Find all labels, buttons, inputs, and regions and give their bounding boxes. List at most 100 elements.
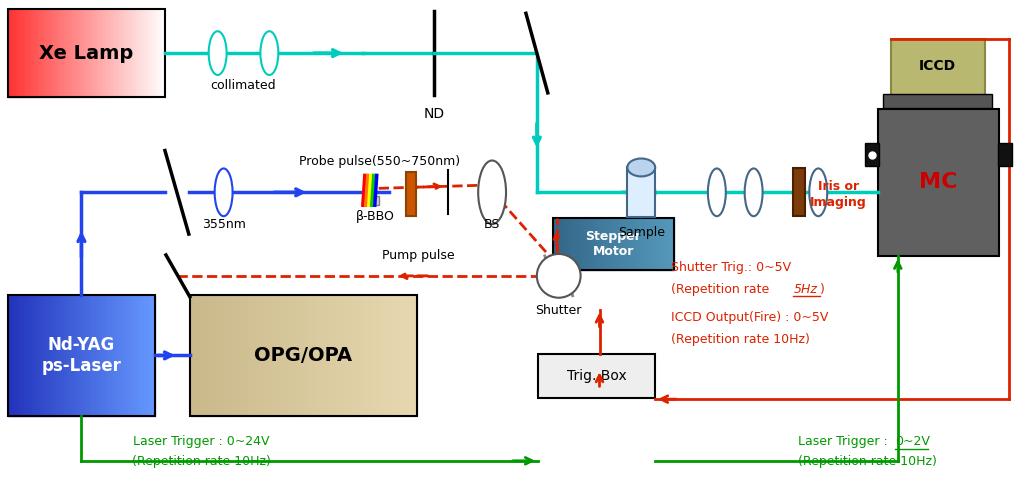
Ellipse shape [809, 168, 827, 216]
Bar [367, 295, 371, 416]
Bar [152, 295, 155, 416]
Bar [672, 218, 675, 270]
Text: Shutter: Shutter [536, 304, 582, 317]
Bar [349, 295, 353, 416]
Bar [22, 295, 25, 416]
Bar [292, 295, 295, 416]
Bar [65, 9, 68, 97]
Bar [159, 9, 162, 97]
Bar [121, 9, 123, 97]
Ellipse shape [208, 31, 227, 75]
Bar [143, 295, 145, 416]
Bar [97, 9, 99, 97]
Bar [273, 295, 277, 416]
Bar [162, 9, 165, 97]
Bar [102, 9, 104, 97]
Bar [107, 9, 110, 97]
Bar [670, 218, 672, 270]
Text: Laser Trigger : 0~24V: Laser Trigger : 0~24V [134, 435, 270, 448]
Bar [112, 9, 115, 97]
Bar [20, 9, 24, 97]
Bar [108, 295, 110, 416]
Bar [152, 9, 154, 97]
Bar [119, 295, 121, 416]
Bar [559, 218, 561, 270]
Bar [8, 295, 155, 416]
Bar [12, 295, 15, 416]
Bar [563, 218, 565, 270]
Bar [145, 295, 147, 416]
Text: Imaging: Imaging [809, 196, 867, 209]
Bar [605, 218, 607, 270]
Bar [201, 295, 205, 416]
Ellipse shape [628, 158, 655, 176]
Bar [37, 9, 39, 97]
Bar [615, 218, 617, 270]
Bar [123, 9, 126, 97]
Bar [599, 218, 601, 270]
Bar [123, 295, 126, 416]
Text: (Repetition rate: (Repetition rate [671, 283, 774, 296]
Text: Sample: Sample [617, 226, 664, 239]
Bar [628, 218, 630, 270]
Bar [42, 295, 45, 416]
Bar [553, 218, 675, 270]
Text: Probe pulse(550~750nm): Probe pulse(550~750nm) [299, 155, 460, 168]
Text: Xe Lamp: Xe Lamp [39, 44, 134, 63]
Bar [139, 9, 141, 97]
Bar [654, 218, 656, 270]
Text: collimated: collimated [211, 79, 276, 92]
Bar [150, 295, 152, 416]
Text: 5Hz: 5Hz [793, 283, 818, 296]
Text: 0~2V: 0~2V [895, 435, 930, 448]
Bar [57, 9, 60, 97]
Bar [584, 218, 586, 270]
Bar [217, 295, 220, 416]
Bar [68, 9, 71, 97]
Text: ICCD Output(Fire) : 0~5V: ICCD Output(Fire) : 0~5V [671, 311, 829, 324]
Bar [235, 295, 239, 416]
Bar [603, 218, 605, 270]
Text: Laser Trigger :: Laser Trigger : [798, 435, 888, 448]
Bar [79, 295, 82, 416]
Bar [307, 295, 311, 416]
Bar [94, 295, 96, 416]
Bar [101, 295, 103, 416]
Bar [648, 218, 650, 270]
Bar [45, 295, 47, 416]
Bar [304, 295, 307, 416]
Bar [402, 295, 405, 416]
Bar [668, 218, 670, 270]
Bar [239, 295, 242, 416]
Bar [284, 295, 288, 416]
Text: (Repetition rate 10Hz): (Repetition rate 10Hz) [671, 333, 810, 346]
Bar [106, 295, 108, 416]
Bar [565, 218, 567, 270]
Bar [625, 218, 628, 270]
Bar [34, 9, 37, 97]
Bar [59, 295, 61, 416]
Bar [89, 9, 92, 97]
Bar [128, 295, 131, 416]
Bar [8, 9, 10, 97]
Bar [660, 218, 662, 270]
Bar [630, 218, 632, 270]
Bar [344, 295, 349, 416]
Bar [32, 9, 34, 97]
Bar [597, 218, 599, 270]
Bar [197, 295, 201, 416]
Bar [353, 295, 356, 416]
Bar [190, 295, 193, 416]
Bar [295, 295, 299, 416]
Bar [135, 295, 138, 416]
Bar [632, 218, 634, 270]
Text: Iris or: Iris or [818, 180, 858, 193]
Bar [52, 9, 55, 97]
Text: Pump pulse: Pump pulse [382, 249, 455, 262]
Bar [322, 295, 326, 416]
Bar [636, 218, 638, 270]
Text: Nd-YAG
ps-Laser: Nd-YAG ps-Laser [42, 336, 122, 375]
Bar [49, 295, 52, 416]
Bar [15, 9, 18, 97]
Bar [157, 9, 159, 97]
